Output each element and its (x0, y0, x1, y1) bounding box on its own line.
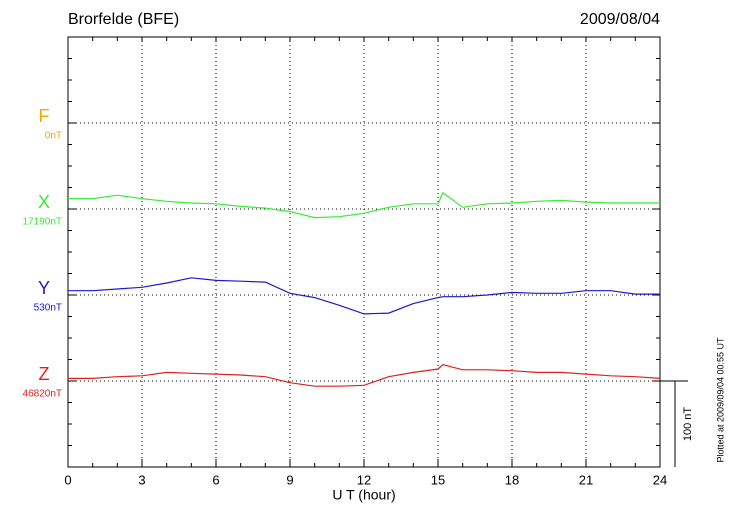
baseline-label: 17190nT (23, 217, 62, 228)
x-tick-label: 18 (505, 472, 519, 487)
series-line (68, 364, 661, 387)
x-tick-label: 24 (653, 472, 667, 487)
series-name: Z (39, 364, 50, 384)
chart-title: Brorfelde (BFE) (68, 11, 179, 28)
footnote: Plotted at 2009/09/04 00:55 UT (715, 337, 725, 463)
series-line (68, 191, 660, 219)
x-tick-label: 0 (64, 472, 71, 487)
x-tick-label: 6 (212, 472, 219, 487)
x-tick-label: 15 (431, 472, 445, 487)
series-line (68, 277, 660, 315)
x-tick-label: 3 (138, 472, 145, 487)
x-tick-label: 21 (579, 472, 593, 487)
scale-label: 100 nT (682, 407, 694, 442)
baseline-label: 0nT (45, 131, 62, 142)
chart-date: 2009/08/04 (580, 11, 660, 28)
baseline-label: 46820nT (23, 389, 62, 400)
x-tick-label: 12 (357, 472, 371, 487)
series-name: F (39, 106, 50, 126)
series-name: Y (38, 278, 50, 298)
baseline-label: 530nT (34, 303, 62, 314)
x-tick-label: 9 (286, 472, 293, 487)
x-axis-label: U T (hour) (332, 487, 395, 503)
series-name: X (38, 192, 50, 212)
